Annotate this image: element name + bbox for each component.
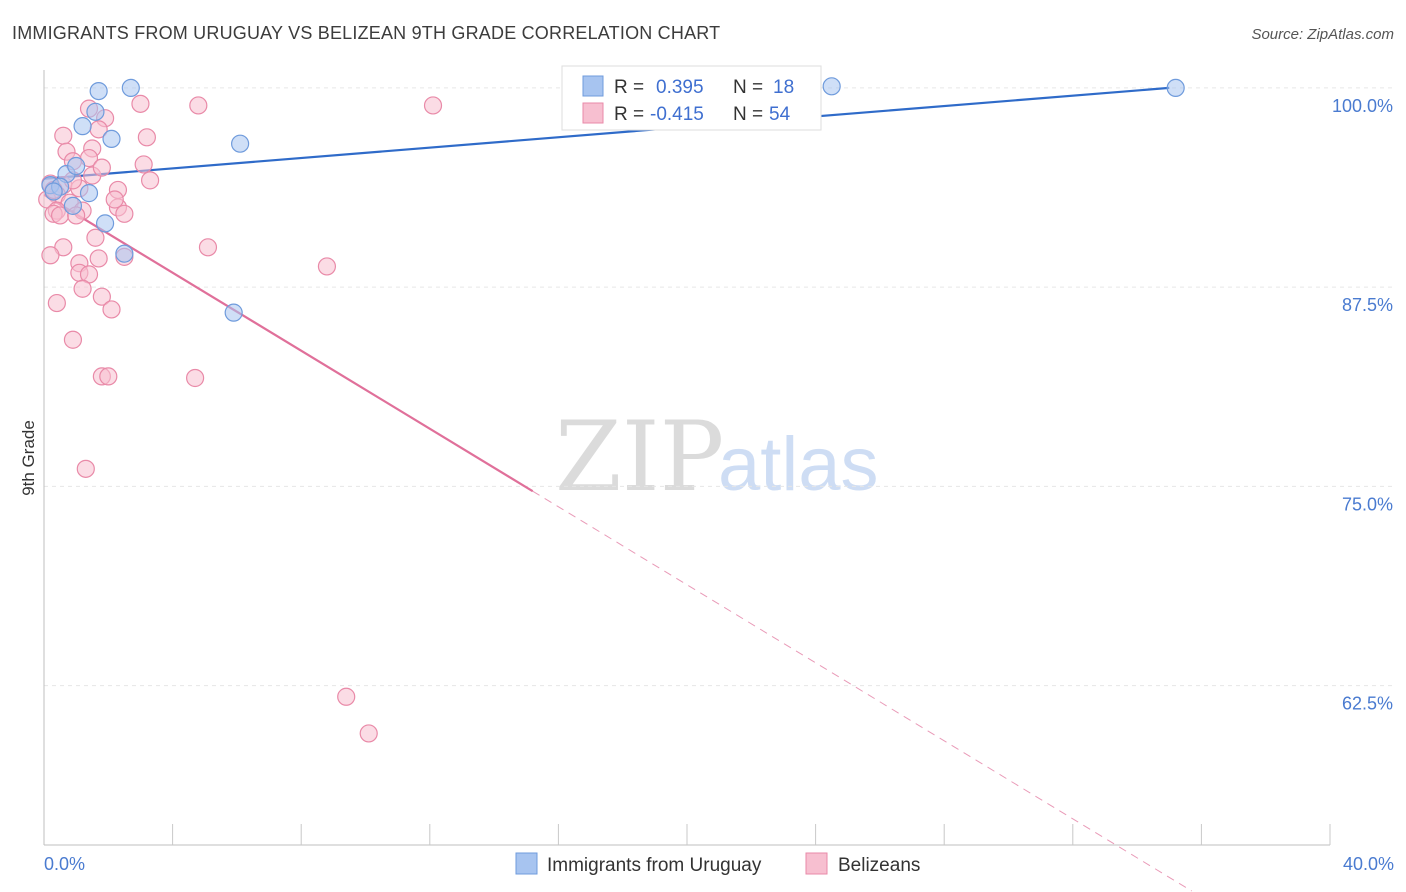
x-tick-label-min: 0.0%	[44, 854, 85, 874]
point-uruguay-12	[95, 214, 115, 233]
point-belizeans-43	[63, 330, 83, 349]
stats-r-value-uruguay: 0.395	[656, 77, 704, 98]
stats-legend-box	[561, 65, 822, 131]
point-belizeans-7	[137, 128, 156, 147]
point-uruguay-13	[115, 244, 134, 263]
point-belizeans-49	[359, 724, 378, 743]
point-uruguay-1	[121, 78, 140, 98]
y-tick-labels: 100.0% 87.5% 75.0% 62.5%	[1332, 96, 1393, 714]
chart-title: IMMIGRANTS FROM URUGUAY VS BELIZEAN 9TH …	[12, 23, 720, 43]
data-points	[38, 77, 1185, 743]
point-belizeans-28	[115, 204, 134, 223]
y-tick-label-0: 100.0%	[1332, 96, 1393, 116]
series-legend: Immigrants from Uruguay Belizeans	[515, 852, 920, 876]
legend-label-uruguay: Immigrants from Uruguay	[547, 855, 762, 876]
point-belizeans-47	[76, 459, 95, 478]
point-belizeans-0	[131, 94, 150, 113]
legend-swatch-belizeans	[805, 852, 828, 875]
point-belizeans-45	[99, 367, 118, 386]
point-belizeans-52	[92, 158, 111, 177]
point-belizeans-2	[423, 96, 443, 115]
point-belizeans-53	[105, 190, 124, 209]
point-uruguay-15	[822, 77, 841, 96]
y-tick-label-2: 75.0%	[1342, 494, 1393, 514]
x-ticks	[172, 824, 1331, 845]
point-belizeans-48	[337, 687, 356, 706]
y-tick-label-3: 62.5%	[1342, 694, 1393, 714]
stats-n-value-uruguay: 18	[773, 77, 794, 98]
point-uruguay-14	[224, 303, 243, 322]
point-belizeans-46	[186, 368, 205, 388]
x-tick-label-max: 40.0%	[1343, 854, 1394, 874]
point-uruguay-7	[67, 156, 86, 176]
point-belizeans-1	[189, 96, 208, 115]
trend-line-0	[43, 86, 1170, 180]
point-belizeans-36	[317, 257, 337, 276]
trend-line-extension-1	[532, 490, 1193, 892]
stats-n-value-belizeans: 54	[769, 104, 791, 125]
point-belizeans-14	[140, 171, 160, 190]
trend-lines	[43, 86, 1193, 892]
point-uruguay-5	[231, 134, 250, 153]
point-belizeans-41	[47, 293, 66, 313]
gridlines	[44, 87, 1394, 687]
stats-n-label-uruguay: N =	[733, 77, 763, 98]
point-belizeans-31	[198, 238, 218, 257]
stats-n-label-belizeans: N =	[733, 104, 763, 125]
trend-line-1	[43, 193, 534, 493]
stats-r-label-belizeans: R =	[614, 104, 644, 125]
stats-swatch-belizeans	[582, 102, 604, 124]
stats-r-label-uruguay: R =	[614, 77, 644, 98]
y-tick-label-1: 87.5%	[1342, 295, 1393, 315]
point-uruguay-17	[44, 182, 63, 201]
point-uruguay-4	[102, 129, 121, 149]
stats-legend: R = 0.395 N = 18 R = -0.415 N = 54	[561, 65, 822, 131]
chart-source: Source: ZipAtlas.com	[1251, 26, 1394, 43]
legend-swatch-uruguay	[515, 852, 538, 875]
point-uruguay-2	[86, 102, 105, 121]
point-uruguay-11	[63, 196, 83, 215]
point-belizeans-40	[92, 287, 111, 306]
point-uruguay-0	[89, 81, 108, 101]
legend-label-belizeans: Belizeans	[838, 855, 920, 876]
point-belizeans-6	[54, 126, 73, 145]
watermark-zip: ZIP	[555, 401, 724, 513]
y-axis-label: 9th Grade	[19, 420, 38, 496]
watermark-atlas: atlas	[718, 422, 879, 507]
point-belizeans-12	[134, 155, 153, 174]
stats-swatch-uruguay	[582, 75, 604, 97]
point-uruguay-3	[73, 117, 92, 136]
point-belizeans-29	[86, 228, 105, 247]
point-belizeans-42	[102, 300, 121, 319]
point-belizeans-39	[73, 279, 92, 298]
point-uruguay-16	[1166, 78, 1185, 98]
stats-r-value-belizeans: -0.415	[650, 104, 704, 125]
watermark: ZIP atlas	[555, 401, 879, 513]
point-belizeans-33	[89, 249, 108, 268]
point-uruguay-10	[79, 184, 99, 203]
point-belizeans-32	[41, 246, 60, 265]
